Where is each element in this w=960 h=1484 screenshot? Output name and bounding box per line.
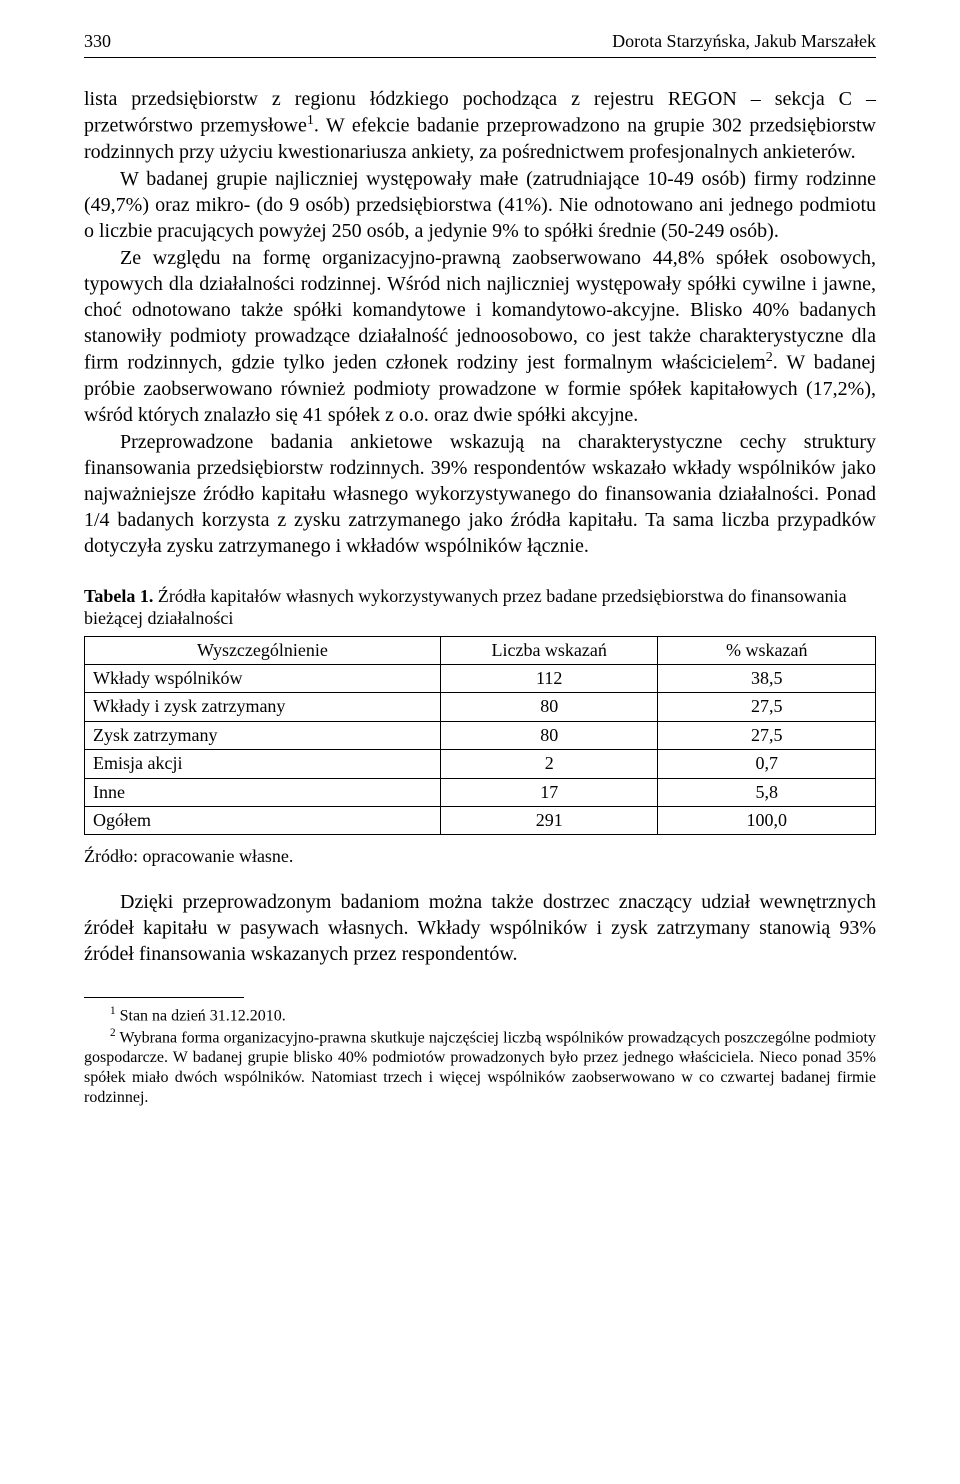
table-cell: Inne — [85, 778, 441, 806]
footnote-separator — [84, 997, 244, 998]
paragraph-2: W badanej grupie najliczniej występowały… — [84, 166, 876, 244]
table-cell: 17 — [440, 778, 658, 806]
paragraph-5: Dzięki przeprowadzonym badaniom można ta… — [84, 889, 876, 967]
running-header: 330 Dorota Starzyńska, Jakub Marszałek — [84, 30, 876, 58]
footnote-1-text: Stan na dzień 31.12.2010. — [116, 1007, 286, 1024]
table-row: Wkłady wspólników 112 38,5 — [85, 665, 876, 693]
paragraph-4: Przeprowadzone badania ankietowe wskazuj… — [84, 429, 876, 559]
table-cell: 27,5 — [658, 721, 876, 749]
paragraph-4-text: Przeprowadzone badania ankietowe wskazuj… — [84, 431, 876, 557]
table-cell: Wkłady wspólników — [85, 665, 441, 693]
table-cell: 112 — [440, 665, 658, 693]
paragraph-2-text: W badanej grupie najliczniej występowały… — [84, 168, 876, 242]
table-cell: Wkłady i zysk zatrzymany — [85, 693, 441, 721]
table-caption: Tabela 1. Źródła kapitałów własnych wyko… — [84, 585, 876, 630]
paragraph-3-text-a: Ze względu na formę organizacyjno-prawną… — [84, 247, 876, 374]
table-row: Ogółem 291 100,0 — [85, 807, 876, 835]
data-table: Wyszczególnienie Liczba wskazań % wskaza… — [84, 636, 876, 836]
table-cell: 2 — [440, 750, 658, 778]
footnote-ref-2: 2 — [766, 350, 773, 365]
table-cell: Emisja akcji — [85, 750, 441, 778]
table-row: Inne 17 5,8 — [85, 778, 876, 806]
table-caption-label: Tabela 1. — [84, 586, 153, 606]
table-row: Zysk zatrzymany 80 27,5 — [85, 721, 876, 749]
table-caption-text: Źródła kapitałów własnych wykorzystywany… — [84, 586, 847, 629]
table-cell: 80 — [440, 721, 658, 749]
footnote-ref-1: 1 — [307, 113, 314, 128]
table-source: Źródło: opracowanie własne. — [84, 845, 876, 868]
table-cell: 27,5 — [658, 693, 876, 721]
table-row: Emisja akcji 2 0,7 — [85, 750, 876, 778]
footnote-2: 2 Wybrana forma organizacyjno-prawna sku… — [84, 1026, 876, 1108]
table-cell: 100,0 — [658, 807, 876, 835]
paragraph-3: Ze względu na formę organizacyjno-prawną… — [84, 245, 876, 428]
table-cell: Zysk zatrzymany — [85, 721, 441, 749]
header-authors: Dorota Starzyńska, Jakub Marszałek — [612, 30, 876, 53]
table-col-2: % wskazań — [658, 636, 876, 664]
table-header-row: Wyszczególnienie Liczba wskazań % wskaza… — [85, 636, 876, 664]
table-col-1: Liczba wskazań — [440, 636, 658, 664]
footnote-1: 1 Stan na dzień 31.12.2010. — [84, 1004, 876, 1026]
page-number: 330 — [84, 30, 111, 53]
table-cell: 291 — [440, 807, 658, 835]
table-cell: 38,5 — [658, 665, 876, 693]
table-cell: 5,8 — [658, 778, 876, 806]
table-col-0: Wyszczególnienie — [85, 636, 441, 664]
paragraph-5-text: Dzięki przeprowadzonym badaniom można ta… — [84, 891, 876, 965]
paragraph-1: lista przedsiębiorstw z regionu łódzkieg… — [84, 86, 876, 165]
table-cell: 80 — [440, 693, 658, 721]
footnote-2-text: Wybrana forma organizacyjno-prawna skutk… — [84, 1029, 876, 1106]
table-row: Wkłady i zysk zatrzymany 80 27,5 — [85, 693, 876, 721]
table-cell: Ogółem — [85, 807, 441, 835]
table-cell: 0,7 — [658, 750, 876, 778]
